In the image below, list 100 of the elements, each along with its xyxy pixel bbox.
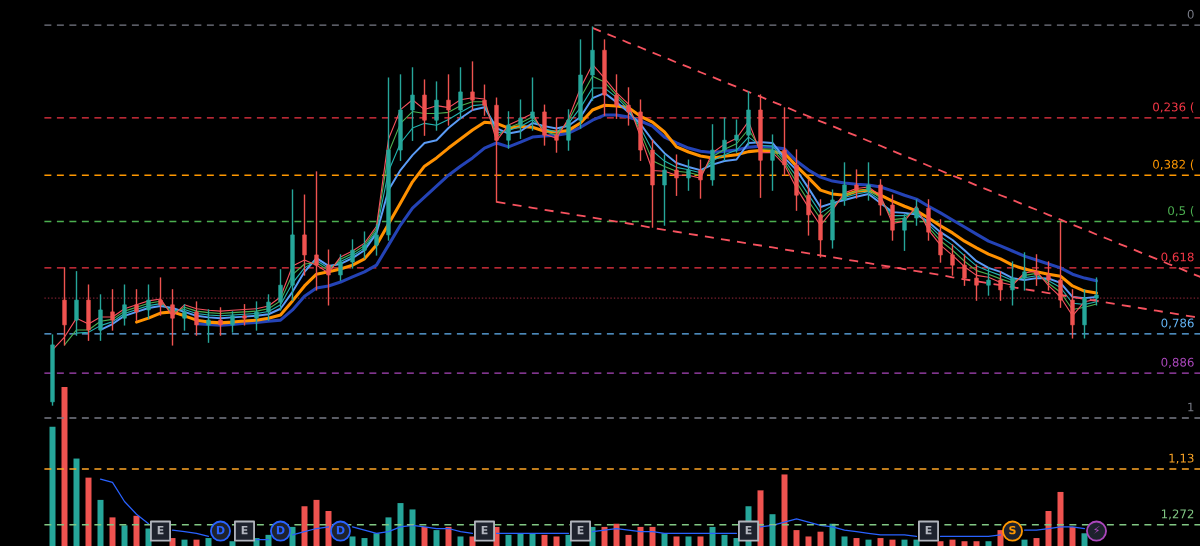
candlestick <box>254 301 259 331</box>
candlestick <box>506 111 511 149</box>
bar <box>661 533 668 546</box>
candlestick <box>74 271 79 336</box>
candlestick <box>134 289 139 321</box>
candlestick <box>278 269 283 311</box>
bar <box>841 536 848 546</box>
candlestick <box>950 244 955 276</box>
candlestick <box>554 117 559 153</box>
ref-line-label: 1 <box>1188 402 1194 412</box>
candlestick <box>98 294 103 341</box>
bar <box>457 536 464 546</box>
bar <box>361 538 368 546</box>
candlestick <box>614 74 619 119</box>
bar <box>901 539 908 546</box>
ref-line-label: 0 <box>1187 9 1194 19</box>
ref-line-label: 0,5 ( <box>1168 205 1194 217</box>
candlestick <box>806 179 811 236</box>
bar <box>49 426 56 546</box>
data-label: D <box>336 526 345 535</box>
candlestick <box>266 294 271 321</box>
bar <box>385 517 392 546</box>
candlestick <box>1094 277 1099 306</box>
ref-line-label: 0,236 ( <box>1153 102 1194 113</box>
candlestick <box>482 84 487 116</box>
candlestick <box>698 159 703 199</box>
candlestick <box>1010 261 1015 306</box>
bar <box>409 509 416 546</box>
bar <box>73 458 80 546</box>
candlestick <box>338 254 343 281</box>
bar <box>553 536 560 546</box>
candlestick <box>734 119 739 153</box>
candlestick <box>1058 221 1063 308</box>
candlestick <box>1046 261 1051 291</box>
bar <box>517 533 524 546</box>
candlestick <box>110 289 115 331</box>
bar <box>985 541 992 546</box>
candlestick <box>518 99 523 139</box>
ref-line-label: 0,886 <box>1161 357 1194 368</box>
ref-line-label: 0,618 <box>1161 252 1194 263</box>
bar <box>433 530 440 546</box>
candlestick <box>446 74 451 126</box>
candlestick <box>938 219 943 263</box>
candlestick <box>962 254 967 286</box>
candlestick <box>1034 254 1039 286</box>
candlestick <box>302 194 307 276</box>
candlestick <box>974 264 979 301</box>
data-label: E <box>577 526 584 535</box>
data-label: E <box>157 526 164 535</box>
bar <box>913 539 920 546</box>
bar <box>61 387 68 546</box>
bar <box>97 499 104 546</box>
bar <box>889 539 896 546</box>
bar <box>1045 511 1052 546</box>
bar <box>805 536 812 546</box>
candlestick <box>242 304 247 326</box>
candlestick <box>854 169 859 199</box>
bar <box>133 515 140 546</box>
bar <box>601 526 608 546</box>
bar <box>853 538 860 546</box>
candlestick <box>218 307 223 336</box>
bar <box>349 536 356 546</box>
candlestick <box>782 107 787 176</box>
candlestick <box>314 171 319 291</box>
candlestick <box>374 224 379 256</box>
bar <box>169 538 176 546</box>
bar <box>793 530 800 546</box>
data-label: S <box>1009 525 1016 535</box>
candlestick <box>878 179 883 216</box>
ref-line-label: 1,13 <box>1169 453 1194 464</box>
bar <box>829 523 836 546</box>
candlestick <box>770 134 775 191</box>
candlestick <box>686 159 691 191</box>
candlestick <box>674 154 679 196</box>
candlestick <box>902 214 907 251</box>
bar <box>625 534 632 546</box>
bar <box>1081 533 1088 546</box>
ref-line-label: 0,382 ( <box>1153 159 1194 171</box>
bar <box>877 538 884 546</box>
bar <box>817 531 824 546</box>
candlestick <box>170 289 175 346</box>
candlestick <box>626 87 631 126</box>
candlestick <box>542 104 547 146</box>
data-label: E <box>925 526 932 535</box>
bar <box>109 517 116 546</box>
candlestick <box>350 239 355 269</box>
bar <box>865 539 872 546</box>
candlestick <box>362 231 367 259</box>
bar <box>613 523 620 546</box>
data-label: D <box>276 526 285 535</box>
bar <box>949 539 956 546</box>
bar <box>937 541 944 546</box>
bar <box>529 533 536 546</box>
bar <box>685 536 692 546</box>
data-label: E <box>481 526 488 535</box>
bar <box>1033 538 1040 546</box>
candlestick <box>434 81 439 131</box>
candlestick <box>998 271 1003 301</box>
bar <box>505 534 512 546</box>
candlestick <box>146 284 151 319</box>
